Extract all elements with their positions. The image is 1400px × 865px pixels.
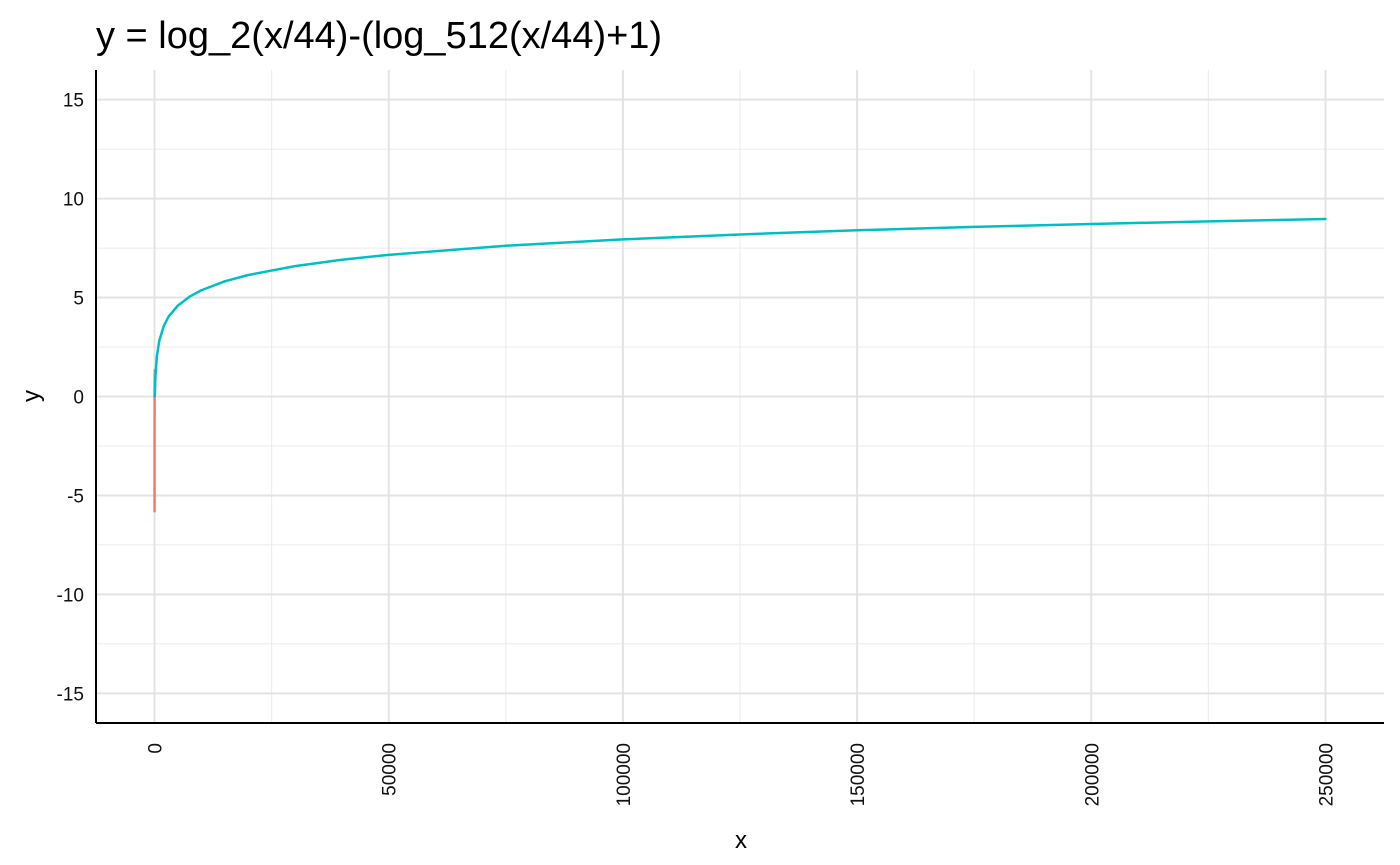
x-axis-title: x	[735, 827, 747, 854]
x-tick-label: 150000	[848, 743, 869, 806]
x-tick-label: 0	[146, 743, 167, 754]
y-tick-label: -15	[57, 684, 84, 705]
series-line-1	[153, 217, 1327, 398]
y-tick-label: 5	[73, 289, 84, 310]
x-tick-label: 50000	[380, 743, 401, 796]
y-axis-title: y	[18, 390, 45, 402]
y-tick-label: -10	[57, 585, 84, 606]
x-tick-label: 250000	[1316, 743, 1337, 806]
y-tick-label: 15	[63, 91, 84, 112]
y-tick-label: 10	[63, 190, 84, 211]
grid	[96, 70, 1384, 723]
y-tick-label: 0	[73, 388, 84, 409]
y-tick-label: -5	[67, 486, 84, 507]
x-tick-label: 200000	[1082, 743, 1103, 806]
chart-title: y = log_2(x/44)-(log_512(x/44)+1)	[96, 15, 662, 57]
x-tick-label: 100000	[614, 743, 635, 806]
ticks: 15 10 5 0 -5 -10 -15 0 50000 100000 150000 200000 25…	[57, 91, 1338, 807]
series-layer	[153, 217, 1327, 513]
axes	[95, 70, 1384, 724]
